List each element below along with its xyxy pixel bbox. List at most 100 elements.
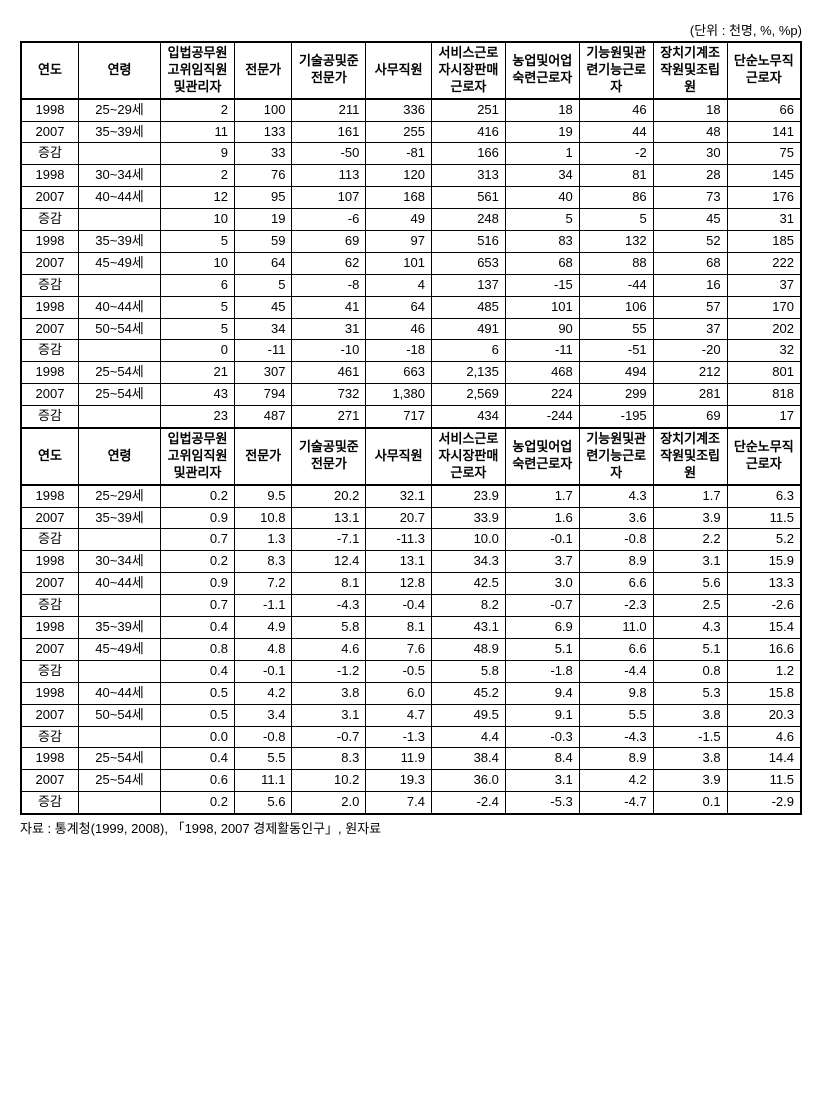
value-cell: 818 xyxy=(727,384,801,406)
change-cell: 2.0 xyxy=(292,792,366,814)
change-cell: -1.3 xyxy=(366,726,432,748)
year-cell: 1998 xyxy=(21,682,78,704)
value-cell: 42.5 xyxy=(432,573,506,595)
value-cell: 0.9 xyxy=(161,573,235,595)
change-cell: 0 xyxy=(161,340,235,362)
col-header-c9: 단순노무직근로자 xyxy=(727,428,801,485)
value-cell: 145 xyxy=(727,165,801,187)
value-cell: 0.5 xyxy=(161,682,235,704)
value-cell: 95 xyxy=(234,187,291,209)
change-cell: -18 xyxy=(366,340,432,362)
value-cell: 76 xyxy=(234,165,291,187)
value-cell: 255 xyxy=(366,121,432,143)
change-cell: 6 xyxy=(161,274,235,296)
age-cell: 45~49세 xyxy=(78,638,160,660)
change-cell: -0.8 xyxy=(579,529,653,551)
year-cell: 1998 xyxy=(21,296,78,318)
value-cell: 68 xyxy=(505,252,579,274)
value-cell: 68 xyxy=(653,252,727,274)
change-cell: -244 xyxy=(505,406,579,428)
change-cell: 0.1 xyxy=(653,792,727,814)
value-cell: 45 xyxy=(234,296,291,318)
change-cell: -0.7 xyxy=(505,595,579,617)
unit-label: (단위 : 천명, %, %p) xyxy=(20,20,802,39)
value-cell: 100 xyxy=(234,99,291,121)
value-cell: 8.9 xyxy=(579,748,653,770)
value-cell: 11.1 xyxy=(234,770,291,792)
value-cell: 281 xyxy=(653,384,727,406)
change-cell: -0.1 xyxy=(234,660,291,682)
value-cell: 5.3 xyxy=(653,682,727,704)
value-cell: 19.3 xyxy=(366,770,432,792)
value-cell: 40 xyxy=(505,187,579,209)
value-cell: 3.7 xyxy=(505,551,579,573)
value-cell: 5.5 xyxy=(234,748,291,770)
year-cell: 2007 xyxy=(21,121,78,143)
col-header-c7: 기능원및관련기능근로자 xyxy=(579,42,653,99)
value-cell: 18 xyxy=(505,99,579,121)
value-cell: 461 xyxy=(292,362,366,384)
value-cell: 38.4 xyxy=(432,748,506,770)
value-cell: 13.1 xyxy=(292,507,366,529)
value-cell: 211 xyxy=(292,99,366,121)
change-cell: 137 xyxy=(432,274,506,296)
change-cell: -20 xyxy=(653,340,727,362)
value-cell: 19 xyxy=(505,121,579,143)
value-cell: 2,135 xyxy=(432,362,506,384)
value-cell: 15.9 xyxy=(727,551,801,573)
value-cell: 132 xyxy=(579,231,653,253)
value-cell: 3.1 xyxy=(505,770,579,792)
change-cell: -0.4 xyxy=(366,595,432,617)
change-cell: 5 xyxy=(579,209,653,231)
change-cell: 4 xyxy=(366,274,432,296)
change-cell: -0.5 xyxy=(366,660,432,682)
value-cell: 32.1 xyxy=(366,485,432,507)
value-cell: 13.3 xyxy=(727,573,801,595)
value-cell: 46 xyxy=(579,99,653,121)
value-cell: 222 xyxy=(727,252,801,274)
value-cell: 224 xyxy=(505,384,579,406)
value-cell: 5.8 xyxy=(292,617,366,639)
value-cell: 516 xyxy=(432,231,506,253)
value-cell: 133 xyxy=(234,121,291,143)
value-cell: 12 xyxy=(161,187,235,209)
col-header-c8: 장치기계조작원및조립원 xyxy=(653,428,727,485)
value-cell: 141 xyxy=(727,121,801,143)
value-cell: 45.2 xyxy=(432,682,506,704)
change-cell: 2.5 xyxy=(653,595,727,617)
value-cell: 69 xyxy=(292,231,366,253)
value-cell: 59 xyxy=(234,231,291,253)
value-cell: 9.4 xyxy=(505,682,579,704)
change-cell: -1.2 xyxy=(292,660,366,682)
value-cell: 485 xyxy=(432,296,506,318)
value-cell: 8.9 xyxy=(579,551,653,573)
change-cell: -11.3 xyxy=(366,529,432,551)
change-cell: -2.6 xyxy=(727,595,801,617)
value-cell: 13.1 xyxy=(366,551,432,573)
col-header-age: 연령 xyxy=(78,428,160,485)
value-cell: 0.5 xyxy=(161,704,235,726)
value-cell: 4.3 xyxy=(653,617,727,639)
change-cell: 32 xyxy=(727,340,801,362)
value-cell: 0.4 xyxy=(161,748,235,770)
change-cell: 31 xyxy=(727,209,801,231)
empty-cell xyxy=(78,274,160,296)
value-cell: 0.4 xyxy=(161,617,235,639)
age-cell: 25~29세 xyxy=(78,99,160,121)
age-cell: 25~54세 xyxy=(78,748,160,770)
value-cell: 299 xyxy=(579,384,653,406)
value-cell: 97 xyxy=(366,231,432,253)
change-label: 증감 xyxy=(21,209,78,231)
change-cell: 487 xyxy=(234,406,291,428)
col-header-c3: 기술공및준전문가 xyxy=(292,428,366,485)
year-cell: 1998 xyxy=(21,617,78,639)
value-cell: 5.1 xyxy=(505,638,579,660)
change-cell: 19 xyxy=(234,209,291,231)
value-cell: 62 xyxy=(292,252,366,274)
value-cell: 20.2 xyxy=(292,485,366,507)
value-cell: 48 xyxy=(653,121,727,143)
value-cell: 28 xyxy=(653,165,727,187)
value-cell: 34 xyxy=(234,318,291,340)
change-cell: -195 xyxy=(579,406,653,428)
col-header-c5: 서비스근로자시장판매근로자 xyxy=(432,428,506,485)
